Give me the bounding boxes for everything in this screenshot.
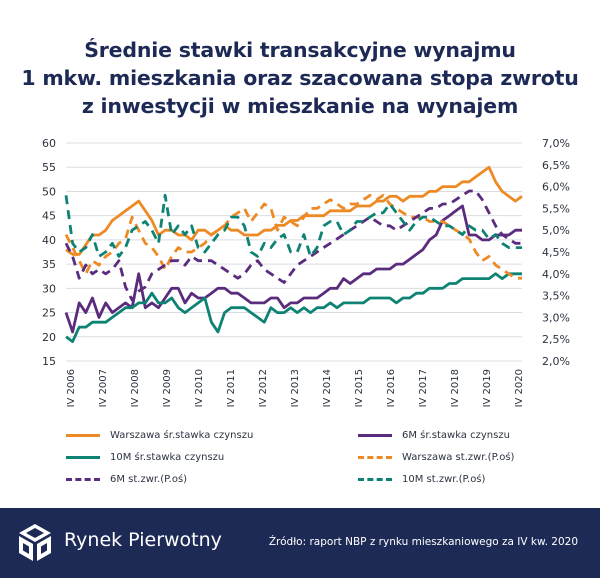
x-tick-label: IV 2008	[130, 369, 141, 407]
x-tick-label: IV 2016	[386, 369, 397, 407]
series-line	[64, 193, 522, 258]
legend-swatch	[358, 478, 392, 481]
y-right-tick-label: 4,0%	[542, 268, 570, 281]
legend-label: Warszawa st.zwr.(P.oś)	[402, 452, 515, 463]
x-tick-label: IV 2011	[226, 369, 237, 407]
x-tick-label: IV 2010	[194, 369, 205, 407]
y-left-tick-label: 35	[42, 258, 56, 271]
y-left-tick-label: 30	[42, 282, 56, 295]
y-right-tick-label: 4,5%	[542, 246, 570, 259]
x-tick-label: IV 2017	[418, 369, 429, 407]
legend-swatch	[66, 434, 100, 437]
legend-item: 6M st.zwr.(P.oś)	[66, 474, 187, 485]
legend-label: 10M st.zwr.(P.oś)	[402, 474, 486, 485]
series-line	[65, 272, 522, 344]
title-line: z inwestycji w mieszkanie na wynajem	[81, 94, 519, 118]
x-tick-label: IV 2006	[66, 369, 77, 407]
legend-label: 10M śr.stawka czynszu	[110, 452, 225, 463]
y-left-tick-label: 15	[42, 355, 56, 368]
brand-name: Rynek Pierwotny	[64, 529, 222, 551]
chart-legend: Warszawa śr.stawka czynszu 6M śr.stawka …	[60, 430, 540, 492]
legend-item: 10M st.zwr.(P.oś)	[358, 474, 485, 485]
y-right-tick-label: 2,5%	[542, 333, 570, 346]
legend-label: 6M śr.stawka czynszu	[402, 430, 510, 441]
x-tick-label: IV 2018	[450, 369, 461, 407]
legend-label: 6M st.zwr.(P.oś)	[110, 474, 188, 485]
y-right-tick-label: 5,5%	[542, 202, 570, 215]
cube-logo-icon	[19, 524, 51, 561]
x-tick-label: IV 2015	[354, 369, 365, 407]
y-left-tick-label: 50	[42, 185, 56, 198]
y-right-tick-label: 2,0%	[542, 355, 570, 368]
series-line	[64, 189, 522, 302]
y-left-tick-label: 55	[42, 161, 56, 174]
x-tick-label: IV 2009	[162, 369, 173, 407]
y-right-tick-label: 3,5%	[542, 290, 570, 303]
y-right-tick-label: 5,0%	[542, 224, 570, 237]
series-line	[64, 193, 522, 280]
legend-item: Warszawa śr.stawka czynszu	[66, 430, 253, 441]
legend-label: Warszawa śr.stawka czynszu	[110, 430, 254, 441]
line-chart: 15 20 25 30 35 40 45 50 55 60 2,0% 2,5% 3,0% 3,5% 4,0%…	[42, 137, 570, 407]
legend-swatch	[358, 434, 392, 437]
y-left-tick-label: 60	[42, 137, 56, 150]
footer-bar: Rynek Pierwotny Źródło: raport NBP z ryn…	[0, 508, 600, 578]
x-tick-label: IV 2020	[514, 369, 525, 407]
y-right-tick-label: 7,0%	[542, 137, 570, 150]
y-left-tick-label: 40	[42, 234, 56, 247]
legend-swatch	[358, 456, 392, 459]
y-left-tick-label: 20	[42, 331, 56, 344]
title-line: 1 mkw. mieszkania oraz szacowana stopa z…	[21, 66, 579, 90]
legend-item: 6M śr.stawka czynszu	[358, 430, 510, 441]
series-line	[64, 204, 522, 334]
legend-item: Warszawa st.zwr.(P.oś)	[358, 452, 514, 463]
x-tick-label: IV 2019	[482, 369, 493, 407]
y-left-tick-label: 45	[42, 210, 56, 223]
y-right-tick-label: 6,5%	[542, 159, 570, 172]
x-tick-label: IV 2013	[290, 369, 301, 407]
y-right-tick-label: 6,0%	[542, 181, 570, 194]
chart-title: Średnie stawki transakcyjne wynajmu 1 mk…	[0, 36, 600, 120]
y-right-tick-label: 3,0%	[542, 311, 570, 324]
x-tick-label: IV 2014	[322, 369, 333, 407]
x-tick-label: IV 2012	[258, 369, 269, 407]
y-left-tick-label: 25	[42, 307, 56, 320]
legend-item: 10M śr.stawka czynszu	[66, 452, 224, 463]
source-note: Źródło: raport NBP z rynku mieszkanioweg…	[268, 536, 578, 548]
title-line: Średnie stawki transakcyjne wynajmu	[84, 38, 516, 62]
legend-swatch	[66, 478, 100, 481]
series-line	[65, 165, 523, 256]
legend-swatch	[66, 456, 100, 459]
x-tick-label: IV 2007	[98, 369, 109, 407]
